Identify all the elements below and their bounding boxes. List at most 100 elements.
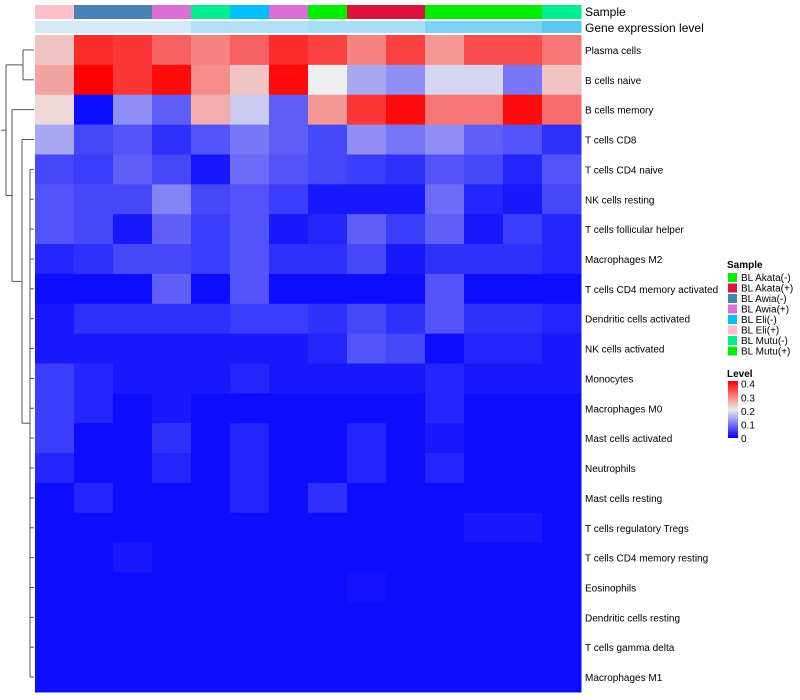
level-tick-label: 0.1 [741,420,755,431]
heatmap-cell [230,632,270,663]
heatmap-cell [35,632,75,663]
heatmap-cell [542,423,582,454]
heatmap-cell [425,453,465,484]
sample-cell [347,5,387,19]
heatmap-cell [230,184,270,215]
heatmap-cell [269,602,309,633]
heatmap-cell [230,64,270,96]
heatmap-cell [191,333,231,364]
heatmap-cell [191,184,231,215]
heatmap-cell [503,94,543,126]
heatmap-cell [542,333,582,364]
row-label: T cells follicular helper [585,225,684,236]
row-label: T cells gamma delta [585,643,675,654]
heatmap-cell [347,303,387,335]
heatmap-cell [386,244,426,275]
heatmap-cell [230,542,270,574]
heatmap-cell [191,94,231,126]
heatmap-cell [425,273,465,305]
heatmap-cell [308,273,348,305]
heatmap-cell [542,64,582,96]
heatmap-cell [308,423,348,454]
heatmap-cell [503,512,543,544]
heatmap-cell [347,393,387,424]
heatmap-cell [152,542,192,574]
sample-cell [152,5,192,19]
heatmap-cell [464,184,504,215]
expression-cell [347,21,387,33]
heatmap-cell [308,542,348,574]
heatmap-cell [542,303,582,335]
heatmap-cell [542,542,582,574]
heatmap-cell [191,35,231,66]
heatmap-cell [386,154,426,185]
heatmap-cell [308,124,348,155]
sample-legend-swatch [728,315,737,324]
heatmap-cell [503,244,543,275]
heatmap-cell [425,124,465,155]
heatmap-cell [191,273,231,305]
heatmap-cell [347,423,387,454]
heatmap-cell [269,393,309,424]
sample-cell [74,5,114,19]
heatmap-cell [269,124,309,155]
heatmap-cell [308,303,348,335]
heatmap-cell [113,662,153,693]
heatmap-cell [230,303,270,335]
heatmap-cell [464,273,504,305]
heatmap-cell [308,244,348,275]
heatmap-cell [542,393,582,424]
heatmap-cell [230,214,270,245]
heatmap-cell [347,214,387,245]
heatmap-cell [503,124,543,155]
heatmap-cell [35,64,75,96]
heatmap-cell [191,542,231,574]
heatmap-cell [386,542,426,574]
heatmap-cell [425,333,465,364]
heatmap-cell [113,512,153,544]
heatmap-cell [230,393,270,424]
heatmap-cell [425,35,465,66]
expression-annotation-track [35,21,582,33]
heatmap-cell [191,632,231,663]
sample-legend-label: BL Mutu(+) [741,347,790,358]
heatmap-cell [464,303,504,335]
heatmap-cell [503,453,543,484]
sample-cell [191,5,231,19]
heatmap-cell [113,632,153,663]
heatmap-cell [74,64,114,96]
heatmap-cell [191,363,231,394]
heatmap-cell [35,35,75,66]
sample-cell [386,5,426,19]
heatmap-cell [347,273,387,305]
expression-cell [269,21,309,33]
sample-cell [542,5,582,19]
heatmap-cell [113,244,153,275]
heatmap-cell [425,154,465,185]
sample-legend-swatch [728,294,737,303]
heatmap-cell [308,453,348,484]
heatmap-cell [503,64,543,96]
sample-legend-label: BL Akata(+) [741,284,793,295]
expression-cell [113,21,153,33]
heatmap-cell [152,453,192,484]
heatmap-cell [308,214,348,245]
heatmap-cell [35,662,75,693]
heatmap-cell [425,512,465,544]
sample-cell [230,5,270,19]
level-legend-title: Level [727,369,753,380]
heatmap-cell [35,572,75,603]
sample-legend: Sample BL Akata(-)BL Akata(+)BL Awia(-)B… [727,260,793,358]
heatmap-cell [152,632,192,663]
heatmap-cell [269,482,309,514]
heatmap-cell [152,124,192,155]
heatmap-cell [386,512,426,544]
heatmap-cell [542,602,582,633]
heatmap-cell [308,184,348,215]
heatmap-cell [542,662,582,693]
heatmap-cell [503,482,543,514]
heatmap-cell [464,512,504,544]
heatmap-cell [113,184,153,215]
heatmap-cell [425,423,465,454]
heatmap-cell [230,333,270,364]
